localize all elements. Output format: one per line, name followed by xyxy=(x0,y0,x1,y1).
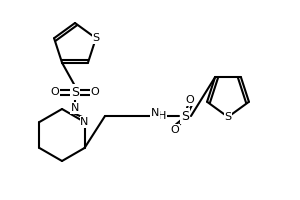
Text: S: S xyxy=(71,86,79,98)
Text: N: N xyxy=(151,108,159,118)
Text: N: N xyxy=(80,117,89,127)
Text: O: O xyxy=(171,125,179,135)
Text: O: O xyxy=(91,87,99,97)
Text: S: S xyxy=(92,33,100,43)
Text: S: S xyxy=(224,112,232,122)
Text: H: H xyxy=(158,111,166,121)
Text: O: O xyxy=(186,95,194,105)
Text: N: N xyxy=(71,103,79,113)
Text: O: O xyxy=(51,87,59,97)
Text: S: S xyxy=(181,110,189,122)
